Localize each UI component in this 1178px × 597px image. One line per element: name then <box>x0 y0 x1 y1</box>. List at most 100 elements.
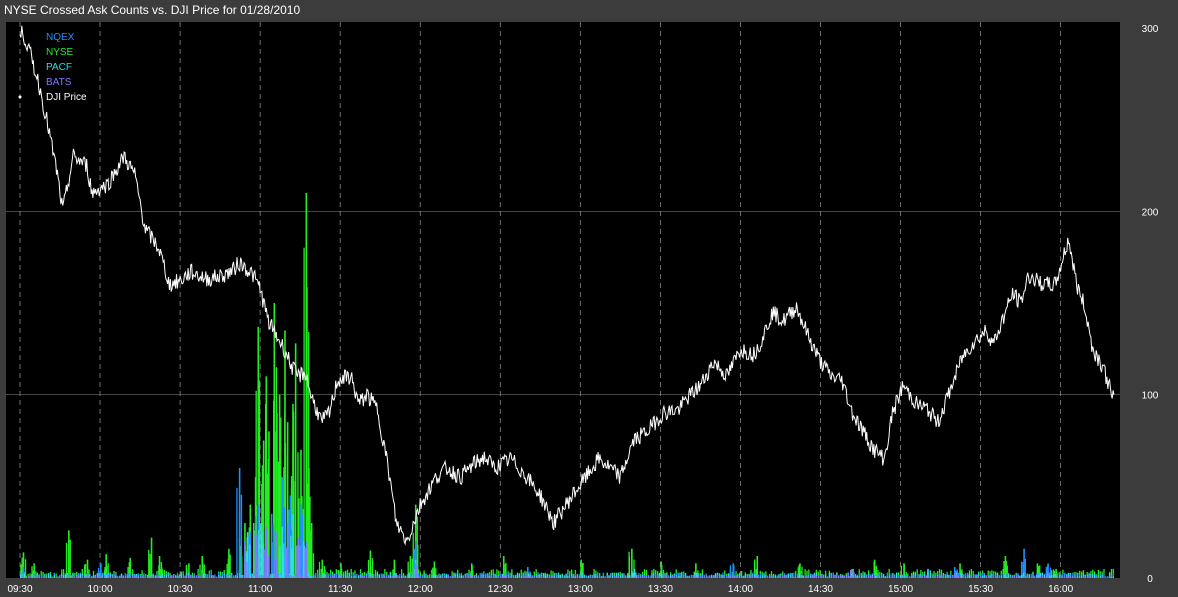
bar <box>830 574 832 578</box>
bar <box>87 575 89 578</box>
bar <box>1079 574 1081 578</box>
bar <box>851 569 853 578</box>
bar <box>158 576 160 578</box>
bar <box>496 575 498 578</box>
bar <box>384 568 386 578</box>
bar <box>703 576 705 578</box>
bar <box>712 576 715 578</box>
bar <box>283 543 285 578</box>
bar <box>307 572 309 578</box>
bar <box>714 573 717 578</box>
bar <box>505 562 507 578</box>
bar <box>795 570 797 578</box>
legend: NQEX NYSE PACF BATS DJI Price <box>18 32 87 103</box>
bar <box>778 573 780 578</box>
bar-spike <box>22 552 25 578</box>
bar <box>996 572 999 578</box>
bar <box>458 576 461 578</box>
bar <box>694 574 696 578</box>
bar <box>631 570 633 578</box>
bar <box>1110 569 1113 578</box>
bar <box>940 575 943 578</box>
bar <box>539 573 541 578</box>
bar-spike <box>631 548 633 578</box>
bar <box>957 572 959 578</box>
bar <box>1071 572 1073 578</box>
bar <box>696 572 698 578</box>
bar <box>748 575 750 578</box>
bar <box>729 574 732 578</box>
bar <box>440 574 442 578</box>
bar <box>337 574 339 578</box>
bar <box>367 573 369 578</box>
bar <box>793 576 795 578</box>
bar-spike <box>369 550 372 578</box>
bar <box>124 576 126 578</box>
bar <box>204 575 207 578</box>
bar <box>216 576 218 578</box>
bar <box>987 570 989 578</box>
bar <box>365 575 367 578</box>
bar <box>173 574 175 578</box>
bar <box>520 575 522 578</box>
bar-spike <box>33 563 35 578</box>
bar <box>666 575 668 578</box>
bar <box>171 575 173 578</box>
bar <box>938 574 941 578</box>
bar <box>219 571 222 578</box>
bar <box>88 569 90 578</box>
bar <box>223 570 225 578</box>
bar <box>683 574 685 578</box>
bar <box>472 576 474 578</box>
bar <box>520 569 522 578</box>
bar <box>888 568 890 578</box>
bar <box>74 572 76 578</box>
x-tick-label: 10:30 <box>168 584 193 595</box>
bar <box>529 575 532 578</box>
bar <box>99 565 102 578</box>
bar <box>645 575 648 578</box>
bar <box>574 576 577 578</box>
bar <box>576 575 578 578</box>
bar <box>161 569 164 578</box>
bar <box>634 575 636 578</box>
bar <box>925 575 928 578</box>
bar <box>873 561 875 578</box>
bar <box>315 576 317 578</box>
bar <box>963 576 965 578</box>
bar <box>203 573 205 578</box>
bar <box>231 574 233 578</box>
bar <box>370 565 372 578</box>
bar <box>137 573 139 578</box>
bar <box>978 572 980 578</box>
bar <box>326 574 328 578</box>
bar <box>1009 576 1012 578</box>
bar <box>1036 576 1038 578</box>
bar <box>133 575 136 578</box>
bar <box>819 570 821 578</box>
bar <box>292 539 294 578</box>
bar <box>167 575 169 578</box>
bar <box>1026 575 1029 578</box>
bar <box>1082 572 1085 578</box>
bar <box>690 574 692 578</box>
bar <box>765 576 767 578</box>
dji-price-line <box>19 25 1115 546</box>
bar <box>613 572 616 578</box>
x-tick-label: 16:00 <box>1048 584 1073 595</box>
bar <box>875 565 877 578</box>
bar <box>697 570 699 578</box>
bar <box>102 576 104 578</box>
bar <box>1064 572 1066 578</box>
bar <box>843 575 846 578</box>
grid-lines <box>6 22 1120 578</box>
bar <box>34 573 37 578</box>
bar <box>839 575 842 578</box>
bar <box>348 572 351 578</box>
bar <box>905 574 907 578</box>
bar <box>755 574 758 578</box>
bar <box>660 572 662 578</box>
bar <box>1060 574 1062 578</box>
bar <box>524 576 526 578</box>
bar <box>51 576 54 578</box>
